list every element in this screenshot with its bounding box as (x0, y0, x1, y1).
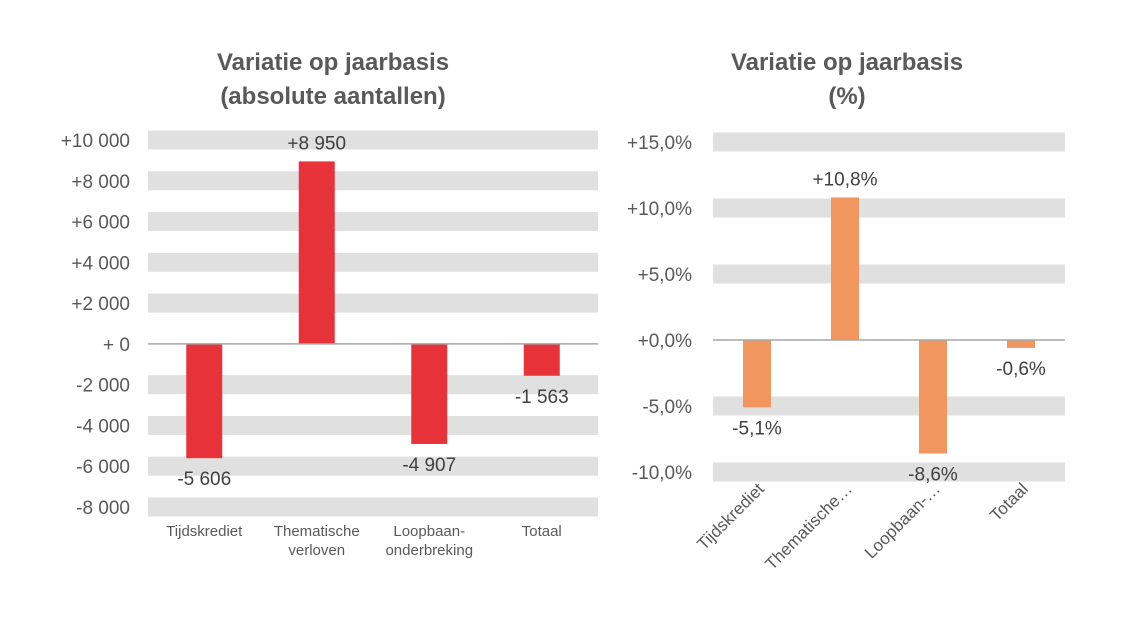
grid-band (148, 456, 598, 476)
y-tick-label: -2 000 (76, 376, 130, 397)
y-tick-label: +5,0% (638, 265, 693, 286)
x-category-label: Thematische… (762, 479, 856, 573)
chart-title: (absolute aantallen) (220, 83, 445, 110)
x-category-label: Totaal (522, 523, 562, 540)
x-category-label: Loopbaan- (393, 523, 465, 540)
bar-0 (743, 340, 771, 408)
data-label: -0,6% (996, 359, 1046, 380)
data-label: -4 907 (402, 455, 456, 476)
data-label: +8 950 (287, 133, 346, 154)
bar-3 (523, 343, 560, 376)
grid-band (713, 264, 1065, 284)
y-tick-label: +2 000 (71, 294, 130, 315)
x-category-label: Tijdskrediet (166, 523, 243, 540)
data-label: -5 606 (177, 469, 231, 490)
grid-band (713, 396, 1065, 416)
grid-band (148, 415, 598, 435)
chart-title: Variatie op jaarbasis (217, 49, 449, 76)
x-category-label: Thematische (274, 523, 360, 540)
grid-band (148, 212, 598, 232)
x-category-label: Tijdskrediet (693, 479, 768, 554)
x-category-label: onderbreking (385, 542, 473, 559)
x-category-label: Loopbaan-… (861, 479, 944, 562)
bar-2 (411, 343, 448, 444)
x-category-label: verloven (288, 542, 345, 559)
bar-1 (831, 197, 859, 340)
y-tick-label: +10 000 (61, 131, 130, 152)
grid-band (148, 130, 598, 150)
bar-1 (298, 161, 335, 344)
grid-band (148, 171, 598, 191)
chart-title: (%) (828, 83, 865, 110)
y-tick-label: -5,0% (642, 397, 692, 418)
y-tick-label: +15,0% (627, 133, 692, 154)
data-label: -8,6% (908, 465, 958, 486)
grid-band (713, 462, 1065, 482)
chart-title: Variatie op jaarbasis (731, 49, 963, 76)
y-tick-label: + 0 (103, 335, 130, 356)
grid-band (148, 497, 598, 517)
bar-2 (919, 340, 947, 454)
y-tick-label: -6 000 (76, 457, 130, 478)
y-tick-label: -4 000 (76, 416, 130, 437)
y-tick-label: +6 000 (71, 213, 130, 234)
bar-3 (1007, 340, 1035, 348)
grid-band (713, 132, 1065, 152)
y-tick-label: +10,0% (627, 199, 692, 220)
grid-band (148, 375, 598, 395)
data-label: -5,1% (732, 418, 782, 439)
y-tick-label: -8 000 (76, 498, 130, 519)
data-label: -1 563 (515, 387, 569, 408)
grid-band (713, 198, 1065, 218)
y-tick-label: +8 000 (71, 172, 130, 193)
y-tick-label: -10,0% (632, 463, 692, 484)
grid-band (148, 252, 598, 272)
bar-0 (186, 343, 223, 459)
y-tick-label: +4 000 (71, 253, 130, 274)
y-tick-label: +0,0% (638, 331, 693, 352)
grid-band (148, 293, 598, 313)
x-category-label: Totaal (986, 479, 1032, 525)
data-label: +10,8% (813, 169, 878, 190)
